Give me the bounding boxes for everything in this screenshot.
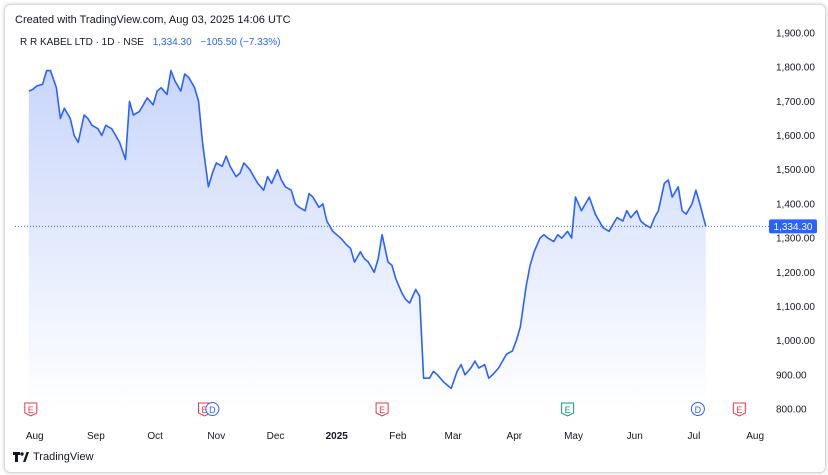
y-tick-label: 1,700.00 bbox=[776, 97, 815, 108]
chart-frame: Created with TradingView.com, Aug 03, 20… bbox=[4, 4, 826, 473]
x-tick-label: Aug bbox=[746, 431, 764, 442]
price-area-fill bbox=[28, 70, 706, 409]
event-marker-letter: E bbox=[201, 405, 207, 415]
y-tick-label: 1,800.00 bbox=[776, 63, 815, 74]
event-marker-letter: E bbox=[28, 405, 34, 415]
svg-text:R R KABEL LTD · 1D · NSE: R R KABEL LTD · 1D · NSE 1,334.30 −105.5… bbox=[20, 37, 280, 48]
y-tick-label: 1,100.00 bbox=[776, 302, 815, 313]
x-tick-label: Apr bbox=[507, 431, 523, 442]
legend: R R KABEL LTD · 1D · NSE 1,334.30 −105.5… bbox=[20, 37, 280, 48]
legend-change: −105.50 (−7.33%) bbox=[200, 37, 280, 48]
tradingview-footer: TradingView bbox=[13, 451, 94, 463]
y-tick-label: 900.00 bbox=[776, 370, 807, 381]
event-marker-earnings[interactable]: E bbox=[375, 402, 389, 417]
y-tick-label: 1,600.00 bbox=[776, 131, 815, 142]
x-tick-label: May bbox=[564, 431, 583, 442]
x-tick-label: Oct bbox=[147, 431, 163, 442]
price-axis[interactable]: 1,900.00 1,800.00 1,700.00 1,600.00 1,500.00… bbox=[776, 29, 815, 416]
y-tick-label: 800.00 bbox=[776, 405, 807, 416]
x-tick-label: Jun bbox=[627, 431, 643, 442]
x-tick-label: Sep bbox=[87, 431, 105, 442]
tradingview-logo-icon bbox=[13, 452, 29, 462]
price-line bbox=[28, 69, 707, 390]
time-axis[interactable]: Aug Sep Oct Nov Dec 2025 Feb Mar Apr May Jun Jul Aug bbox=[26, 431, 764, 442]
last-price-tag-label: 1,334.30 bbox=[774, 222, 813, 233]
event-marker-letter: D bbox=[695, 405, 702, 415]
last-price-tag: 1,334.30 bbox=[769, 219, 817, 234]
y-tick-label: 1,400.00 bbox=[776, 199, 815, 210]
event-marker-dividend[interactable]: D bbox=[205, 402, 220, 416]
price-chart[interactable]: 1,900.00 1,800.00 1,700.00 1,600.00 1,500.00… bbox=[5, 5, 825, 472]
event-marker-letter: E bbox=[736, 405, 742, 415]
y-tick-label: 1,300.00 bbox=[776, 234, 815, 245]
y-tick-label: 1,000.00 bbox=[776, 336, 815, 347]
y-tick-label: 1,900.00 bbox=[776, 29, 815, 40]
event-marker-letter: D bbox=[209, 405, 216, 415]
x-tick-label: Jul bbox=[688, 431, 701, 442]
x-tick-label: Aug bbox=[26, 431, 44, 442]
tradingview-brand: TradingView bbox=[33, 451, 94, 463]
event-marker-earnings[interactable]: E bbox=[24, 402, 38, 417]
x-tick-label: Nov bbox=[207, 431, 225, 442]
event-marker-earnings[interactable]: E bbox=[561, 402, 575, 417]
event-marker-letter: E bbox=[379, 405, 385, 415]
x-tick-label: 2025 bbox=[326, 431, 349, 442]
x-tick-label: Dec bbox=[267, 431, 285, 442]
x-tick-label: Mar bbox=[445, 431, 463, 442]
event-marker-earnings[interactable]: E bbox=[732, 402, 746, 417]
legend-last-price: 1,334.30 bbox=[153, 37, 192, 48]
event-marker-dividend[interactable]: D bbox=[690, 402, 705, 416]
y-tick-label: 1,500.00 bbox=[776, 165, 815, 176]
event-marker-letter: E bbox=[565, 405, 571, 415]
created-with-caption: Created with TradingView.com, Aug 03, 20… bbox=[15, 14, 291, 26]
y-tick-label: 1,200.00 bbox=[776, 268, 815, 279]
legend-symbol: R R KABEL LTD · 1D · NSE bbox=[20, 37, 144, 48]
x-tick-label: Feb bbox=[389, 431, 407, 442]
